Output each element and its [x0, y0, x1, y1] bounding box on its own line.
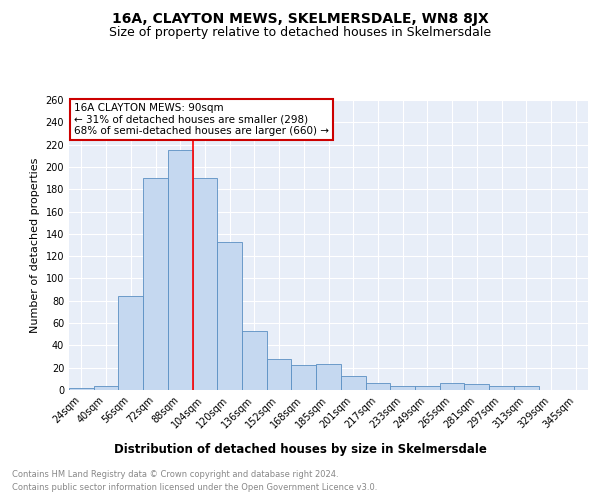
Bar	[267, 359, 292, 390]
Bar	[464, 384, 489, 390]
Bar	[242, 331, 267, 390]
Bar	[193, 178, 217, 390]
Text: Size of property relative to detached houses in Skelmersdale: Size of property relative to detached ho…	[109, 26, 491, 39]
Bar	[94, 386, 118, 390]
Bar	[365, 384, 390, 390]
Text: Distribution of detached houses by size in Skelmersdale: Distribution of detached houses by size …	[113, 442, 487, 456]
Bar	[168, 150, 193, 390]
Bar	[415, 386, 440, 390]
Bar	[316, 364, 341, 390]
Y-axis label: Number of detached properties: Number of detached properties	[30, 158, 40, 332]
Bar	[390, 386, 415, 390]
Text: Contains public sector information licensed under the Open Government Licence v3: Contains public sector information licen…	[12, 482, 377, 492]
Text: 16A, CLAYTON MEWS, SKELMERSDALE, WN8 8JX: 16A, CLAYTON MEWS, SKELMERSDALE, WN8 8JX	[112, 12, 488, 26]
Bar	[292, 366, 316, 390]
Bar	[118, 296, 143, 390]
Bar	[440, 384, 464, 390]
Bar	[217, 242, 242, 390]
Bar	[143, 178, 168, 390]
Bar	[514, 386, 539, 390]
Text: 16A CLAYTON MEWS: 90sqm
← 31% of detached houses are smaller (298)
68% of semi-d: 16A CLAYTON MEWS: 90sqm ← 31% of detache…	[74, 103, 329, 136]
Text: Contains HM Land Registry data © Crown copyright and database right 2024.: Contains HM Land Registry data © Crown c…	[12, 470, 338, 479]
Bar	[489, 386, 514, 390]
Bar	[341, 376, 365, 390]
Bar	[69, 388, 94, 390]
